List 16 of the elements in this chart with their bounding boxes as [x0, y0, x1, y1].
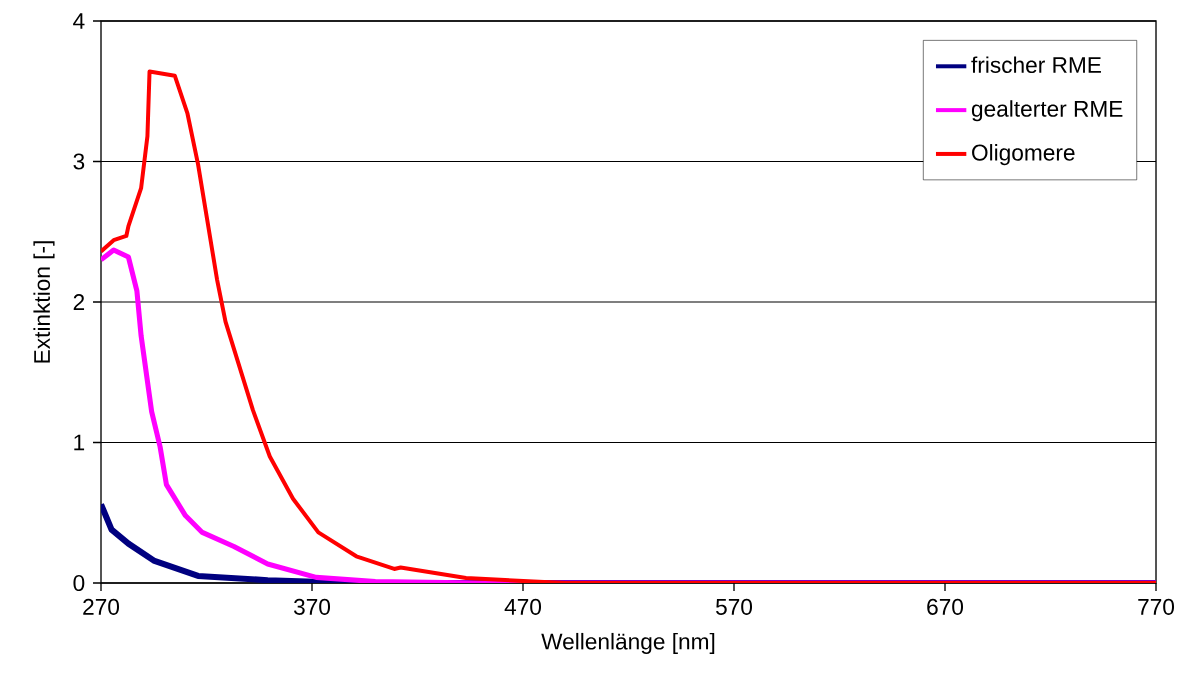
y-tick-label: 4 — [73, 13, 85, 29]
x-tick-label: 270 — [83, 598, 120, 615]
y-tick-label: 1 — [74, 434, 85, 451]
legend-label: frischer RME — [971, 56, 1101, 74]
x-tick-label: 670 — [927, 598, 964, 615]
y-tick-label: 0 — [73, 574, 85, 592]
x-tick-label: 370 — [293, 598, 331, 615]
y-axis-title: Extinktion [-] — [33, 241, 55, 363]
y-tick-label: 2 — [73, 294, 85, 310]
x-axis-title: Wellenlänge [nm] — [541, 632, 715, 655]
x-tick-label: 570 — [715, 598, 753, 615]
x-tick-label: 770 — [1138, 598, 1175, 615]
y-tick-label: 3 — [73, 153, 85, 170]
legend-label: gealterter RME — [971, 100, 1123, 122]
x-tick-label: 470 — [504, 598, 542, 615]
legend-label: Oligomere — [972, 144, 1075, 166]
